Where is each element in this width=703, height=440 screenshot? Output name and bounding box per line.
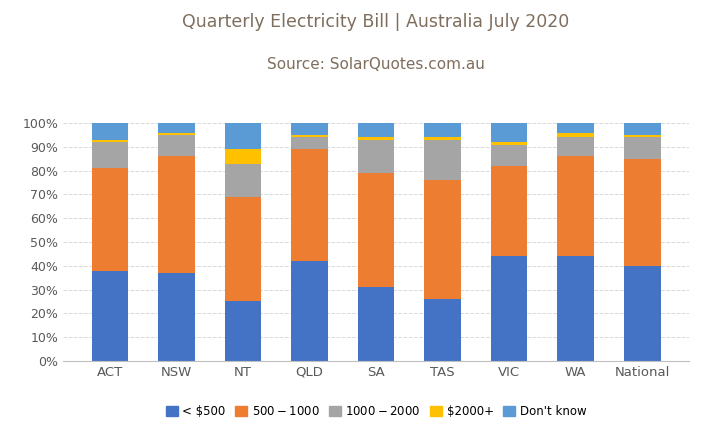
Bar bbox=[425, 140, 461, 180]
Bar bbox=[624, 137, 661, 159]
Bar bbox=[225, 149, 262, 164]
Bar bbox=[358, 137, 394, 140]
Bar bbox=[291, 137, 328, 149]
Bar bbox=[291, 149, 328, 261]
Bar bbox=[358, 173, 394, 287]
Bar bbox=[491, 166, 527, 256]
Bar bbox=[557, 137, 594, 157]
Bar bbox=[158, 157, 195, 273]
Text: Quarterly Electricity Bill | Australia July 2020: Quarterly Electricity Bill | Australia J… bbox=[183, 13, 569, 31]
Bar bbox=[91, 123, 129, 140]
Bar bbox=[291, 135, 328, 137]
Text: Source: SolarQuotes.com.au: Source: SolarQuotes.com.au bbox=[267, 57, 485, 72]
Bar bbox=[557, 123, 594, 133]
Bar bbox=[624, 123, 661, 135]
Bar bbox=[425, 123, 461, 137]
Bar bbox=[91, 140, 129, 142]
Bar bbox=[291, 123, 328, 135]
Bar bbox=[358, 123, 394, 137]
Bar bbox=[158, 133, 195, 135]
Legend: < $500, $500 - $1000, $1000- $2000, $2000+, Don't know: < $500, $500 - $1000, $1000- $2000, $200… bbox=[161, 400, 591, 422]
Bar bbox=[425, 180, 461, 299]
Bar bbox=[225, 197, 262, 301]
Bar bbox=[491, 123, 527, 142]
Bar bbox=[158, 135, 195, 157]
Bar bbox=[225, 123, 262, 149]
Bar bbox=[91, 271, 129, 361]
Bar bbox=[491, 256, 527, 361]
Bar bbox=[624, 266, 661, 361]
Bar bbox=[624, 135, 661, 137]
Bar bbox=[358, 140, 394, 173]
Bar bbox=[225, 301, 262, 361]
Bar bbox=[557, 133, 594, 137]
Bar bbox=[91, 169, 129, 271]
Bar bbox=[358, 287, 394, 361]
Bar bbox=[291, 261, 328, 361]
Bar bbox=[624, 159, 661, 266]
Bar bbox=[158, 123, 195, 133]
Bar bbox=[491, 142, 527, 145]
Bar bbox=[425, 299, 461, 361]
Bar bbox=[158, 273, 195, 361]
Bar bbox=[225, 164, 262, 197]
Bar bbox=[557, 256, 594, 361]
Bar bbox=[91, 142, 129, 169]
Bar bbox=[425, 137, 461, 140]
Bar bbox=[491, 145, 527, 166]
Bar bbox=[557, 157, 594, 256]
